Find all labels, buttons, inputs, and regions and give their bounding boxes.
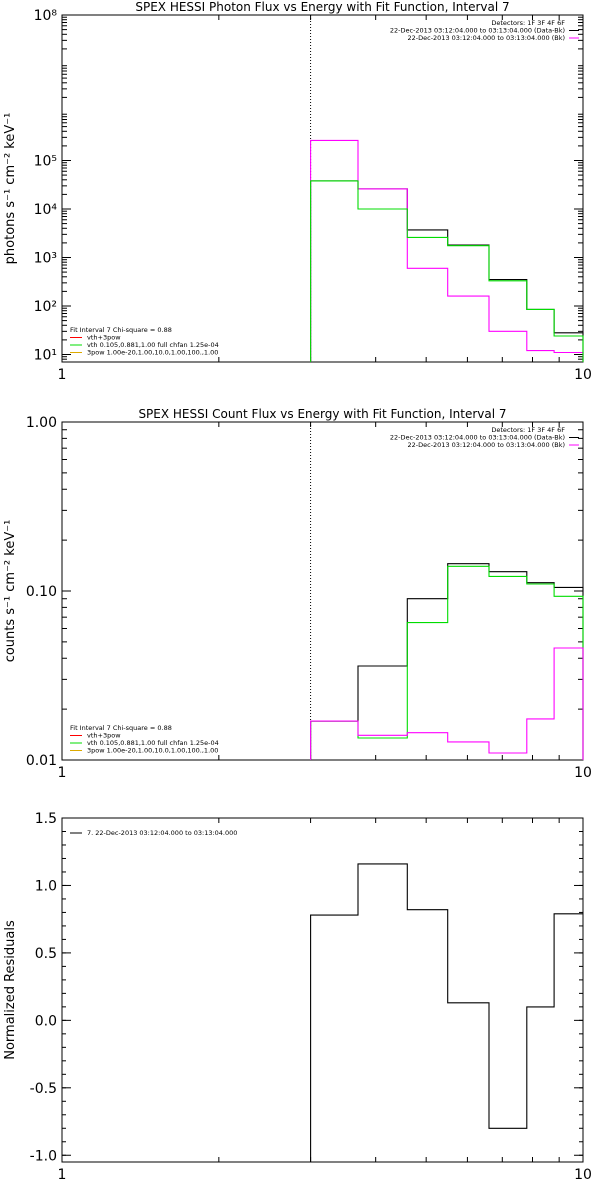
x-tick-label: 10 <box>574 765 592 781</box>
y-tick-label: 10⁵ <box>34 153 57 169</box>
y-axis-label: counts s⁻¹ cm⁻² keV⁻¹ <box>3 520 18 663</box>
x-tick-label: 1 <box>58 1167 67 1183</box>
legend-right-entry: 22-Dec-2013 03:12:04.000 to 03:13:04.000… <box>408 34 566 42</box>
y-tick-label: 10² <box>34 299 57 315</box>
legend-left-entry: vth 0.105,0.881,1.00 full chfan 1.25e-04 <box>87 739 219 747</box>
y-tick-label: 10³ <box>34 250 57 266</box>
series-3-line <box>310 647 584 760</box>
legend-right-entry: 22-Dec-2013 03:12:04.000 to 03:13:04.000… <box>390 434 565 442</box>
plot-frame <box>61 421 584 761</box>
chart-3: Normalized Residuals 1 10 -1.0 -0.5 0.0 0.5 1.0… <box>3 811 592 1183</box>
y-tick-label: 10¹ <box>34 347 57 363</box>
legend-left-header: Fit Interval 7 Chi-square = 0.88 <box>70 724 172 732</box>
legend-right-entry: 22-Dec-2013 03:12:04.000 to 03:13:04.000… <box>390 27 565 35</box>
chart-title: SPEX HESSI Photon Flux vs Energy with Fi… <box>135 0 509 14</box>
plot-frame <box>61 14 584 363</box>
y-tick-label: -0.5 <box>30 1081 57 1097</box>
y-tick-label: 1.00 <box>26 415 57 431</box>
series-1-line <box>310 863 583 1162</box>
chart-title: SPEX HESSI Count Flux vs Energy with Fit… <box>138 407 506 421</box>
y-axis-label: photons s⁻¹ cm⁻² keV⁻¹ <box>3 113 18 265</box>
series-1-line <box>310 563 584 760</box>
legend-right-entry: 22-Dec-2013 03:12:04.000 to 03:13:04.000… <box>408 441 566 449</box>
x-tick-label: 1 <box>58 765 67 781</box>
legend-left-entry: 3pow 1.00e-20,1.00,10.0,1.00,100.,1.00 <box>87 747 218 755</box>
legend-right-entry: Detectors: 1F 3F 4F 6F <box>491 19 565 27</box>
series-1-line <box>310 180 584 362</box>
legend-left-entry: vth+3pow <box>87 732 121 740</box>
legend-left-entry: 7. 22-Dec-2013 03:12:04.000 to 03:13:04.… <box>87 829 237 837</box>
y-axis-label: Normalized Residuals <box>3 920 18 1060</box>
legend-right-entry: Detectors: 1F 3F 4F 6F <box>491 426 565 434</box>
y-tick-label: 1.0 <box>35 878 57 894</box>
x-tick-label: 10 <box>574 1167 592 1183</box>
series-2-line <box>310 565 584 760</box>
x-tick-label: 1 <box>58 367 67 383</box>
legend-left-entry: vth+3pow <box>87 334 121 342</box>
x-tick-label: 10 <box>574 367 592 383</box>
legend-left-header: Fit Interval 7 Chi-square = 0.88 <box>70 326 172 334</box>
y-tick-label: 0.0 <box>35 1013 57 1029</box>
series-2-line <box>310 139 584 362</box>
chart-1: SPEX HESSI Photon Flux vs Energy with Fi… <box>3 0 592 383</box>
y-tick-label: 0.5 <box>35 946 57 962</box>
plot-frame <box>61 817 584 1163</box>
y-tick-label: 1.5 <box>35 811 57 827</box>
legend-left-entry: 3pow 1.00e-20,1.00,10.0,1.00,100.,1.00 <box>87 349 218 357</box>
y-tick-label: 10⁸ <box>34 8 58 24</box>
y-tick-label: 0.10 <box>26 584 57 600</box>
chart-2: SPEX HESSI Count Flux vs Energy with Fit… <box>3 407 592 781</box>
y-tick-label: -1.0 <box>30 1148 57 1164</box>
y-tick-label: 10⁴ <box>34 202 58 218</box>
legend-left-entry: vth 0.105,0.881,1.00 full chfan 1.25e-04 <box>87 341 219 349</box>
y-tick-label: 0.01 <box>26 753 57 769</box>
series-3-line <box>310 180 584 362</box>
